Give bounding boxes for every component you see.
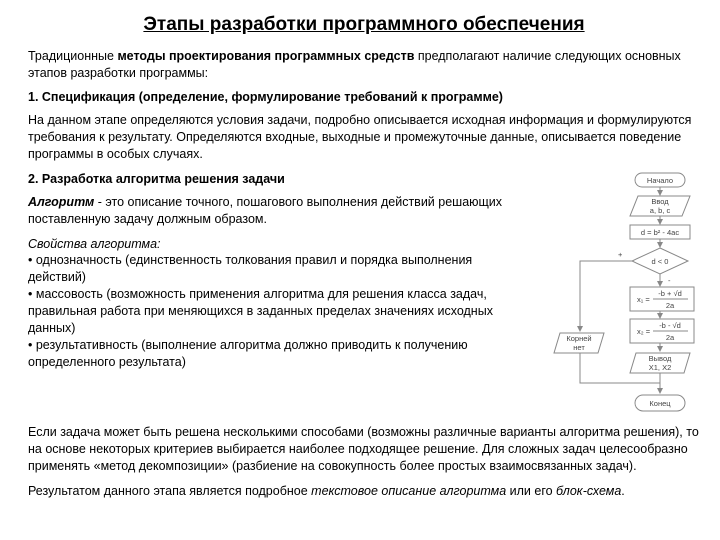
page-title: Этапы разработки программного обеспечени… xyxy=(28,12,700,38)
fc-process-text: d = b² - 4ac xyxy=(641,228,679,237)
closing2-i2: блок-схема xyxy=(556,484,621,498)
bullet-3: • результативность (выполнение алгоритма… xyxy=(28,337,530,371)
svg-text:нет: нет xyxy=(573,343,585,352)
algorithm-def: Алгоритм - это описание точного, пошагов… xyxy=(28,194,530,228)
svg-text:X1, X2: X1, X2 xyxy=(649,363,672,372)
svg-text:2a: 2a xyxy=(666,301,675,310)
intro-bold: методы проектирования программных средст… xyxy=(117,49,417,63)
fc-input-t1: Ввод xyxy=(651,197,669,206)
closing2-i1: текстовое описание алгоритма xyxy=(311,484,506,498)
closing2-b: или его xyxy=(506,484,556,498)
fc-start-text: Начало xyxy=(647,176,673,185)
flowchart: Начало Ввод a, b, c d = b² - 4ac d < 0 -… xyxy=(540,171,700,416)
algorithm-rest: - это описание точного, пошагового выпол… xyxy=(28,195,502,226)
closing2-a: Результатом данного этапа является подро… xyxy=(28,484,311,498)
fc-end-text: Конец xyxy=(649,399,671,408)
section2-row: 2. Разработка алгоритма решения задачи А… xyxy=(28,171,700,416)
closing2-c: . xyxy=(621,484,624,498)
fc-plus: + xyxy=(618,250,623,259)
fc-minus: - xyxy=(668,276,671,285)
svg-text:-b + √d: -b + √d xyxy=(658,289,682,298)
flowchart-container: Начало Ввод a, b, c d = b² - 4ac d < 0 -… xyxy=(540,171,700,416)
intro-lead: Традиционные xyxy=(28,49,117,63)
svg-text:x₁ =: x₁ = xyxy=(637,295,650,304)
svg-text:x₂ =: x₂ = xyxy=(637,327,651,336)
algorithm-label: Алгоритм xyxy=(28,195,94,209)
intro-paragraph: Традиционные методы проектирования прогр… xyxy=(28,48,700,82)
bullet-2: • массовость (возможность применения алг… xyxy=(28,286,530,337)
props-head: Свойства алгоритма: xyxy=(28,236,530,253)
section2-head: 2. Разработка алгоритма решения задачи xyxy=(28,171,530,188)
section1-head: 1. Спецификация (определение, формулиров… xyxy=(28,89,700,106)
svg-text:Вывод: Вывод xyxy=(649,354,672,363)
svg-text:Корней: Корней xyxy=(566,334,591,343)
svg-text:2a: 2a xyxy=(666,333,675,342)
closing-para: Если задача может быть решена нескольким… xyxy=(28,424,700,475)
bullet-1: • однозначность (единственность толкован… xyxy=(28,252,530,286)
fc-input-t2: a, b, c xyxy=(650,206,671,215)
svg-text:-b - √d: -b - √d xyxy=(659,321,681,330)
fc-decision-text: d < 0 xyxy=(652,257,669,266)
section1-body: На данном этапе определяются условия зад… xyxy=(28,112,700,163)
section2-text: 2. Разработка алгоритма решения задачи А… xyxy=(28,171,530,416)
closing2-para: Результатом данного этапа является подро… xyxy=(28,483,700,500)
